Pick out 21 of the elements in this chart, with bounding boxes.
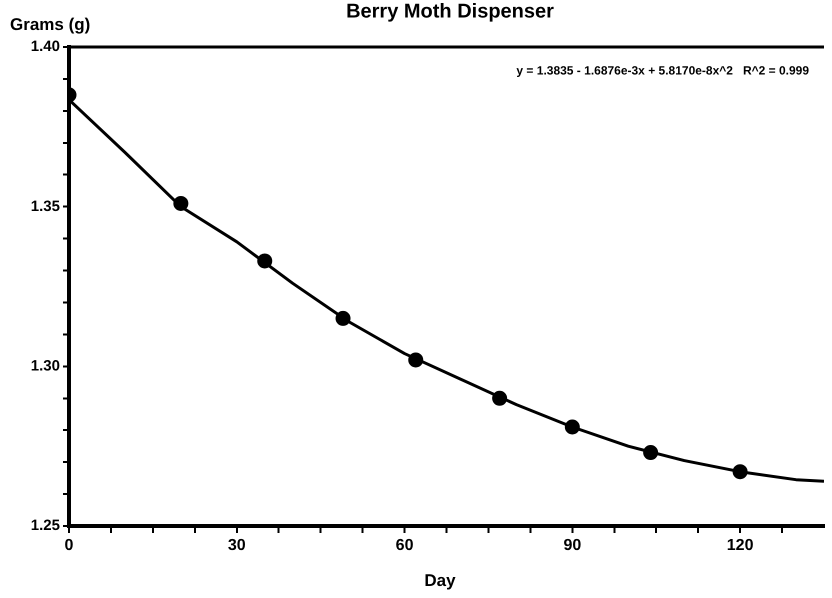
y-tick-label: 1.25 <box>30 517 60 534</box>
point <box>492 390 508 406</box>
point <box>408 352 424 368</box>
y-tick-label: 1.35 <box>30 198 60 215</box>
y-axis-title: Grams (g) <box>10 15 90 34</box>
x-tick-label: 60 <box>396 537 414 554</box>
chart-title: Berry Moth Dispenser <box>346 0 554 23</box>
point <box>257 253 272 268</box>
y-tick-label: 1.30 <box>30 357 60 374</box>
x-axis-title: Day <box>424 571 456 590</box>
x-tick-label: 30 <box>228 537 246 554</box>
point <box>564 420 580 435</box>
point <box>173 196 188 211</box>
x-tick-label: 120 <box>726 537 754 554</box>
point <box>732 464 748 480</box>
point <box>643 445 658 460</box>
annotation: y = 1.3835 - 1.6876e-3x + 5.8170e-8x^2 R^2 = 0.999 <box>516 63 810 78</box>
x-tick-label: 0 <box>64 537 74 554</box>
x-tick-label: 90 <box>563 537 582 554</box>
point <box>336 310 351 326</box>
y-tick-label: 1.40 <box>30 38 60 56</box>
